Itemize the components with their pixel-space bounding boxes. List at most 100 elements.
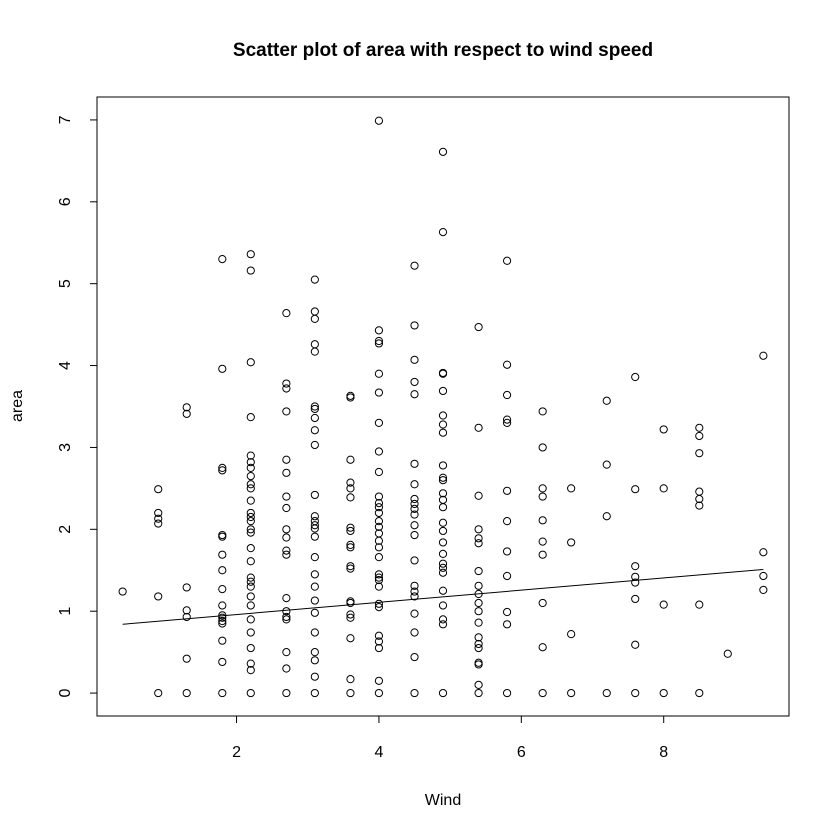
point xyxy=(346,523,355,532)
point xyxy=(346,675,355,684)
point xyxy=(410,377,419,387)
point xyxy=(182,654,191,663)
point xyxy=(218,466,227,475)
point xyxy=(631,562,640,571)
point xyxy=(659,425,668,434)
point xyxy=(246,266,255,275)
point xyxy=(282,309,291,318)
point xyxy=(374,467,384,477)
point xyxy=(438,620,448,629)
point xyxy=(474,658,483,667)
point xyxy=(410,480,419,489)
point xyxy=(374,447,384,456)
point xyxy=(374,339,384,348)
point xyxy=(310,596,319,605)
point xyxy=(246,628,255,637)
point xyxy=(246,688,255,698)
point xyxy=(438,601,448,610)
point xyxy=(438,368,448,378)
point xyxy=(474,491,483,500)
point xyxy=(631,372,640,382)
point xyxy=(602,512,611,521)
point xyxy=(695,501,704,510)
point xyxy=(218,636,227,645)
point xyxy=(474,618,483,627)
point xyxy=(502,486,512,495)
point xyxy=(474,539,483,548)
point xyxy=(246,496,255,505)
point xyxy=(218,463,227,473)
point xyxy=(118,587,127,596)
point xyxy=(374,499,384,508)
point xyxy=(282,525,291,534)
point xyxy=(310,608,319,617)
point xyxy=(438,428,448,437)
point xyxy=(246,463,255,473)
point xyxy=(374,503,384,512)
point xyxy=(502,571,512,581)
point xyxy=(374,688,384,698)
point xyxy=(246,615,255,624)
point xyxy=(410,521,419,530)
point xyxy=(438,549,448,558)
point xyxy=(410,556,419,565)
point xyxy=(374,603,384,612)
point xyxy=(282,379,291,388)
point xyxy=(474,607,483,616)
point xyxy=(346,610,355,619)
point xyxy=(502,256,512,265)
y-tick-label: 6 xyxy=(57,197,74,206)
point xyxy=(502,360,512,369)
point xyxy=(374,575,384,585)
point xyxy=(246,528,255,537)
point xyxy=(218,688,227,698)
point xyxy=(374,676,384,685)
point xyxy=(282,648,291,657)
point xyxy=(502,620,512,629)
point xyxy=(218,657,227,667)
point xyxy=(154,592,163,601)
point xyxy=(282,492,291,501)
point xyxy=(246,484,255,493)
point xyxy=(246,451,255,460)
point xyxy=(282,550,291,559)
point xyxy=(474,680,483,689)
point xyxy=(154,508,163,518)
point xyxy=(410,504,419,513)
point xyxy=(218,255,227,264)
point xyxy=(246,557,255,566)
point xyxy=(374,570,384,579)
point xyxy=(659,600,668,609)
x-tick-label: 6 xyxy=(517,744,526,761)
point xyxy=(246,413,255,422)
point xyxy=(438,563,448,572)
point xyxy=(246,471,255,481)
x-tick-label: 4 xyxy=(374,744,383,761)
point xyxy=(502,607,512,617)
point xyxy=(310,688,319,698)
point xyxy=(438,473,448,482)
point xyxy=(538,516,547,525)
point xyxy=(474,566,483,576)
point xyxy=(346,634,355,643)
point xyxy=(474,322,483,332)
point xyxy=(374,543,384,552)
point xyxy=(502,547,512,556)
point xyxy=(374,116,384,125)
y-tick-label: 4 xyxy=(57,361,74,370)
point xyxy=(410,628,419,637)
point xyxy=(538,492,547,501)
point xyxy=(246,250,255,259)
point xyxy=(154,688,163,698)
point xyxy=(246,508,255,518)
y-tick-label: 3 xyxy=(57,443,74,452)
point xyxy=(246,666,255,675)
point xyxy=(246,592,255,601)
point xyxy=(438,586,448,595)
point xyxy=(218,550,227,559)
point xyxy=(218,616,227,626)
point xyxy=(410,355,419,364)
point xyxy=(374,573,384,582)
